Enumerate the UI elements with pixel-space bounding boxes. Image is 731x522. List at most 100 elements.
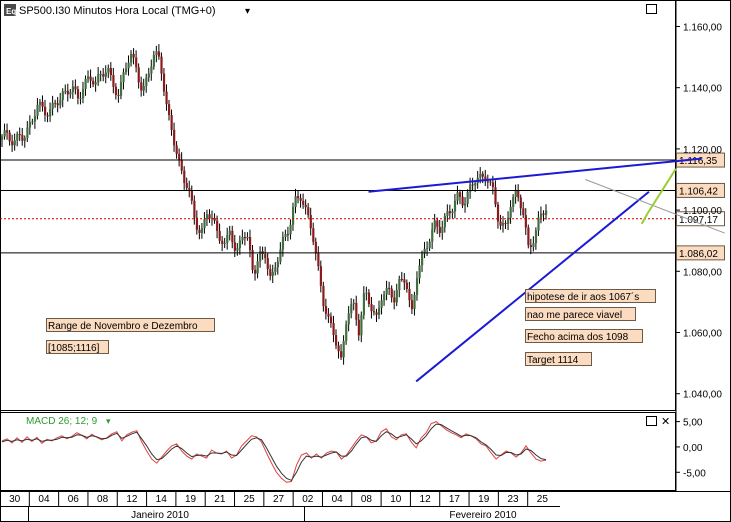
candle-down <box>167 104 171 116</box>
candle-up <box>271 272 274 276</box>
macd-dropdown-icon[interactable]: ▾ <box>106 416 111 426</box>
candle-up <box>33 115 37 122</box>
candle-up <box>31 121 34 123</box>
note-hypothesis-box <box>525 289 656 303</box>
candle-down <box>89 76 92 81</box>
candle-up <box>274 267 277 273</box>
candle-down <box>269 269 272 276</box>
candle-down <box>170 115 173 130</box>
candle-down <box>337 345 340 352</box>
candle-up <box>241 236 244 241</box>
candle-down <box>491 182 495 188</box>
candle-down <box>21 134 24 141</box>
time-axis-label: 19 <box>185 494 197 505</box>
candle-down <box>448 211 452 214</box>
macd-maximize-icon[interactable] <box>646 416 657 426</box>
time-axis: 30 04 06 08 12 14 19 21 25 27 02 04 08 10 12 17 19 23 25 Ja… <box>9 491 548 521</box>
candle-up <box>545 210 548 215</box>
candle-up <box>464 203 467 206</box>
candle-up <box>124 68 128 73</box>
candle-down <box>165 91 168 105</box>
candle-down <box>248 236 252 251</box>
candle-up <box>383 294 386 301</box>
candle-down <box>66 90 69 95</box>
candle-down <box>160 56 163 74</box>
time-axis-label: 04 <box>332 494 344 505</box>
candle-down <box>195 217 199 230</box>
candle-up <box>284 234 287 237</box>
note-range-values-box <box>46 340 109 354</box>
candle-down <box>173 129 176 146</box>
candle-down <box>185 182 188 189</box>
candle-up <box>446 211 449 216</box>
candle-up <box>127 62 130 69</box>
note-range-values: [1085;1116] <box>48 343 100 354</box>
month-label: Janeiro 2010 <box>131 510 189 521</box>
candle-up <box>64 90 67 92</box>
candle-down <box>76 89 80 99</box>
candle-down <box>132 53 135 58</box>
candle-down <box>319 266 323 286</box>
candle-down <box>233 242 236 251</box>
candle-down <box>436 220 439 227</box>
candle-up <box>426 247 429 249</box>
candle-up <box>152 54 156 67</box>
candle-down <box>489 181 492 183</box>
candle-up <box>13 140 16 146</box>
time-axis-label: 14 <box>156 494 168 505</box>
maximize-icon[interactable] <box>646 4 657 14</box>
candle-up <box>259 251 262 262</box>
candle-down <box>162 73 166 92</box>
candle-down <box>312 228 315 242</box>
time-axis-label: 08 <box>97 494 109 505</box>
candle-down <box>355 302 358 320</box>
candle-up <box>443 215 446 228</box>
candle-up <box>428 241 431 248</box>
candle-down <box>390 288 393 298</box>
level-label-box <box>676 211 725 227</box>
candle-up <box>421 253 424 266</box>
candle-down <box>188 188 191 190</box>
candle-down <box>178 153 181 160</box>
time-axis-label: 12 <box>420 494 432 505</box>
candle-down <box>183 170 186 183</box>
month-label: Fevereiro 2010 <box>449 510 517 521</box>
title-dropdown-icon[interactable]: ▾ <box>245 6 250 17</box>
candle-up <box>291 207 295 225</box>
candle-up <box>28 122 32 128</box>
candle-down <box>527 227 530 246</box>
candle-down <box>208 214 211 219</box>
candle-down <box>370 304 373 312</box>
app-logo-text: Eq <box>6 7 16 16</box>
candle-up <box>509 207 512 218</box>
candle-up <box>142 85 145 91</box>
candle-down <box>54 102 57 104</box>
candle-up <box>456 192 459 201</box>
price-axis-label: 1.060,00 <box>683 328 722 339</box>
time-axis-label: 19 <box>478 494 490 505</box>
candle-down <box>403 279 406 283</box>
candle-down <box>481 173 484 177</box>
candle-down <box>193 200 196 218</box>
macd-axis-label: 5,00 <box>683 418 703 429</box>
candle-up <box>539 213 543 218</box>
candle-down <box>309 215 312 229</box>
candle-up <box>155 51 158 55</box>
candle-up <box>145 77 148 86</box>
candle-down <box>264 253 267 259</box>
candle-up <box>238 240 242 248</box>
candle-up <box>1 136 4 140</box>
candle-up <box>256 261 259 274</box>
candle-up <box>122 72 125 83</box>
macd-axis: 5,00 0,00 -5,00 <box>676 418 706 479</box>
candle-up <box>71 86 75 93</box>
candle-down <box>112 75 115 87</box>
candle-down <box>334 335 338 346</box>
candle-up <box>395 289 398 303</box>
trendline <box>646 168 677 214</box>
candle-down <box>74 86 77 90</box>
candle-down <box>299 198 302 201</box>
macd-close-icon[interactable]: ✕ <box>661 416 670 428</box>
candle-up <box>276 261 279 268</box>
